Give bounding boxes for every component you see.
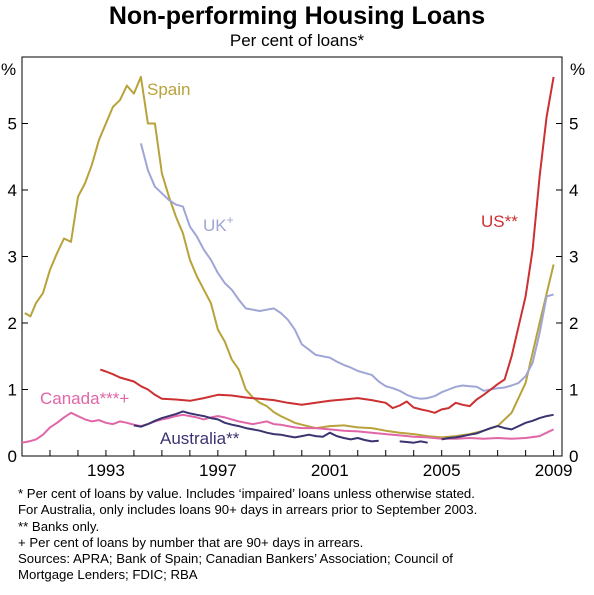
series-line-australia: [441, 413, 554, 441]
series-line-spain: [24, 75, 555, 439]
y-tick-label-left: 2: [8, 314, 17, 333]
series-line-us: [99, 76, 555, 414]
series-label-uk: UK+: [203, 213, 234, 235]
y-tick-label-right: 2: [569, 314, 578, 333]
series-line-uk: [139, 143, 554, 400]
chart-subtitle: Per cent of loans*: [229, 31, 365, 50]
footnote-banks-only: ** Banks only.: [18, 518, 100, 534]
y-unit-right: %: [570, 60, 585, 79]
y-tick-label-left: 0: [8, 447, 17, 466]
series-labels: Spain UK+ US** Canada***+ Australia**: [40, 80, 518, 448]
series-lines: [21, 75, 555, 444]
chart: 0 0 1 1 2 2 3 3 4 4 5 5% % 1993 1997 2001 2005 2009 Spain…: [1, 56, 585, 480]
y-tick-label-left: 3: [8, 248, 17, 267]
y-tick-label-left: 5: [8, 115, 17, 134]
y-tick-label-left: 4: [8, 181, 17, 200]
x-tick-label: 2005: [423, 461, 461, 480]
series-label-australia: Australia**: [160, 429, 240, 448]
chart-notes: * Per cent of loans by value. Includes ‘…: [18, 486, 588, 584]
x-tick-label: 1997: [199, 461, 237, 480]
footnote-star: * Per cent of loans by value. Includes ‘…: [18, 486, 475, 501]
footnote-plus: + Per cent of loans by number that are 9…: [18, 534, 364, 550]
series-line-canada: [21, 411, 555, 444]
axis-ticks: 0 0 1 1 2 2 3 3 4 4 5 5% % 1993 1997 2001 2005 2009: [1, 60, 585, 480]
chart-title: Non-performing Housing Loans: [108, 2, 486, 30]
y-tick-label-left: 1: [8, 381, 17, 400]
series-label-us: US**: [481, 212, 518, 231]
y-tick-label-right: 5: [569, 115, 578, 134]
x-tick-label: 2001: [311, 461, 349, 480]
sources-line-2: Mortgage Lenders; FDIC; RBA: [18, 567, 198, 583]
x-tick-label: 1993: [87, 461, 125, 480]
series-line-australia: [399, 440, 428, 444]
y-tick-label-right: 4: [569, 181, 578, 200]
series-label-spain: Spain: [147, 80, 190, 99]
x-tick-label: 2009: [535, 461, 573, 480]
footnote-star-continued: For Australia, only includes loans 90+ d…: [18, 502, 478, 518]
series-label-canada: Canada***+: [40, 389, 129, 408]
y-tick-label-right: 1: [569, 381, 578, 400]
y-tick-label-right: 0: [569, 447, 578, 466]
y-unit-left: %: [1, 60, 16, 79]
sources-line-1: Sources: APRA; Bank of Spain; Canadian B…: [18, 551, 453, 567]
series-line-australia: [133, 410, 379, 443]
y-tick-label-right: 3: [569, 248, 578, 267]
